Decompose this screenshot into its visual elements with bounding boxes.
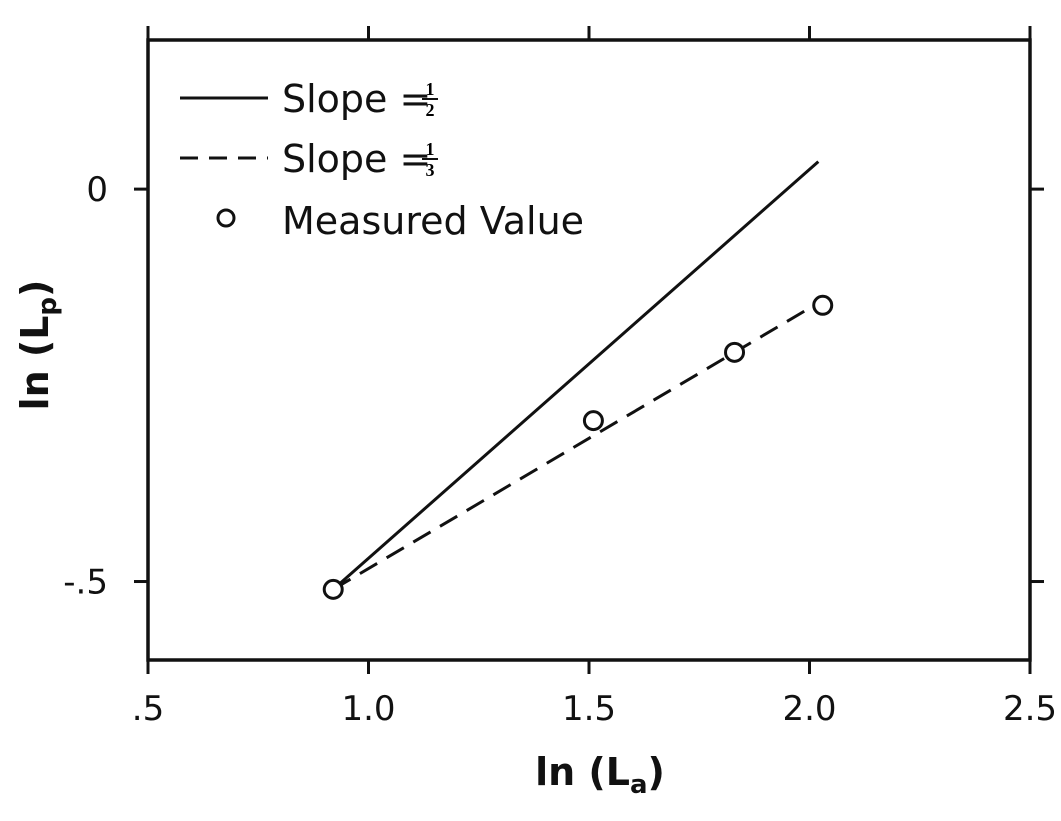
legend-entry-solid: Slope = 1 2 <box>180 77 438 121</box>
plot-frame <box>146 38 1032 662</box>
y-axis-title: ln (Lp) <box>13 280 63 411</box>
x-tick-label: 2.0 <box>782 689 836 729</box>
legend-dashed-fraction-denominator: 3 <box>426 160 435 180</box>
measured-value-point <box>812 294 834 316</box>
legend-entry-measured: Measured Value <box>216 199 584 243</box>
slope-one-half-line <box>332 160 820 591</box>
x-axis-title-close: ) <box>648 750 665 794</box>
legend-dashed-fraction-numerator: 1 <box>426 139 435 159</box>
y-tick-label: -.5 <box>63 563 108 603</box>
series-layer <box>322 160 834 600</box>
legend-solid-fraction-numerator: 1 <box>426 79 435 99</box>
legend-measured-marker <box>216 208 236 228</box>
x-tick-label: .5 <box>132 689 164 729</box>
y-axis-title-subscript: p <box>33 297 63 316</box>
x-tick-label: 2.5 <box>1003 689 1057 729</box>
measured-value-point <box>322 578 344 600</box>
legend-solid-label: Slope = <box>282 77 431 121</box>
legend: Slope = 1 2 Slope = 1 3 Measured Value <box>180 77 584 243</box>
x-tick-label: 1.5 <box>562 689 616 729</box>
legend-solid-fraction-denominator: 2 <box>426 100 435 120</box>
x-axis-title-subscript: a <box>630 770 648 800</box>
slope-one-third-line <box>332 301 820 591</box>
x-axis-ticks: .5 1.0 1.5 2.0 2.5 <box>132 26 1057 729</box>
x-axis-title-main: ln (L <box>535 750 630 794</box>
legend-measured-label: Measured Value <box>282 199 584 243</box>
y-axis-ticks: 0 -.5 <box>63 170 1044 603</box>
x-tick-label: 1.0 <box>341 689 395 729</box>
y-axis-title-main: ln (L <box>13 316 57 411</box>
legend-dashed-label: Slope = <box>282 137 431 181</box>
measured-value-point <box>582 410 604 432</box>
y-axis-title-close: ) <box>13 280 57 297</box>
y-tick-label: 0 <box>86 170 108 210</box>
measured-value-point <box>724 341 746 363</box>
x-axis-title: ln (La) <box>535 750 665 800</box>
legend-entry-dashed: Slope = 1 3 <box>180 137 438 181</box>
